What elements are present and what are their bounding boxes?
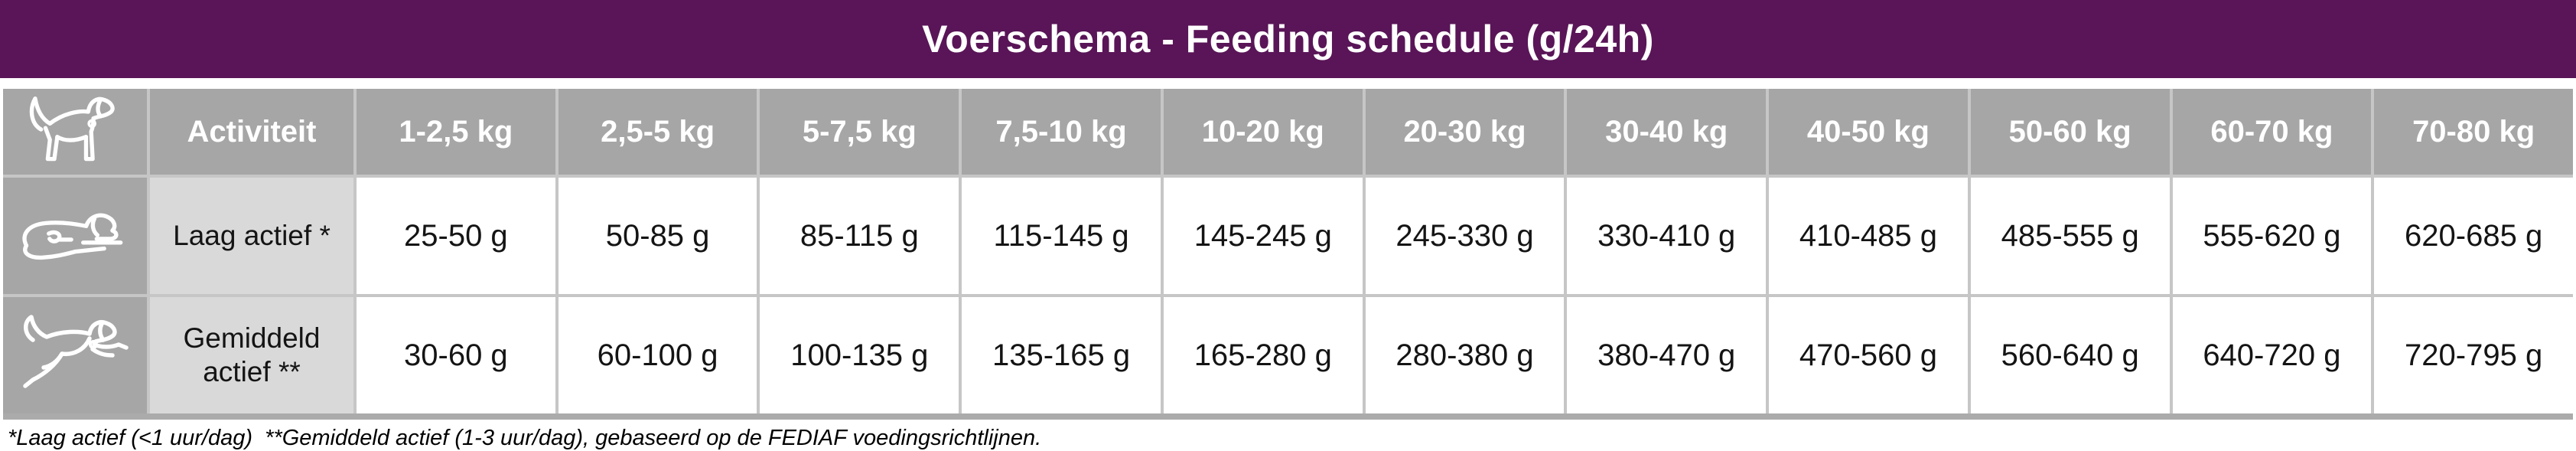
feeding-amount-cell: 85-115 g <box>760 178 959 294</box>
column-header-weight: 50-60 kg <box>1970 89 2170 175</box>
feeding-amount-cell: 50-85 g <box>558 178 757 294</box>
standing-dog-icon <box>29 96 115 162</box>
feeding-amount-cell: 620-685 g <box>2374 178 2573 294</box>
running-dog-icon <box>23 315 129 388</box>
feeding-amount-cell: 280-380 g <box>1365 297 1565 413</box>
column-header-activity: Activiteit <box>150 89 353 175</box>
feeding-amount-cell: 640-720 g <box>2172 297 2372 413</box>
feeding-amount-cell: 165-280 g <box>1163 297 1363 413</box>
feeding-amount-cell: 330-410 g <box>1567 178 1767 294</box>
feeding-amount-cell: 245-330 g <box>1365 178 1565 294</box>
table-title-bar: Voerschema - Feeding schedule (g/24h) <box>0 0 2576 78</box>
feeding-amount-cell: 555-620 g <box>2172 178 2372 294</box>
column-header-weight: 40-50 kg <box>1769 89 1968 175</box>
feeding-amount-cell: 410-485 g <box>1769 178 1968 294</box>
row-icon-cell <box>3 297 147 413</box>
column-header-weight: 1-2,5 kg <box>357 89 555 175</box>
feeding-amount-cell: 25-50 g <box>357 178 555 294</box>
lying-dog-icon <box>22 213 123 260</box>
column-header-weight: 60-70 kg <box>2172 89 2372 175</box>
feeding-schedule-table: Activiteit 1-2,5 kg 2,5-5 kg 5-7,5 kg 7,… <box>3 89 2573 420</box>
feeding-amount-cell: 30-60 g <box>357 297 555 413</box>
feeding-amount-cell: 470-560 g <box>1769 297 1968 413</box>
feeding-amount-cell: 485-555 g <box>1970 178 2170 294</box>
corner-cell <box>3 89 147 175</box>
row-icon-cell <box>3 178 147 294</box>
title-table-divider <box>0 78 2576 89</box>
feeding-amount-cell: 720-795 g <box>2374 297 2573 413</box>
table-title: Voerschema - Feeding schedule (g/24h) <box>922 18 1654 60</box>
feeding-amount-cell: 60-100 g <box>558 297 757 413</box>
feeding-amount-cell: 380-470 g <box>1567 297 1767 413</box>
column-header-weight: 30-40 kg <box>1567 89 1767 175</box>
feeding-amount-cell: 100-135 g <box>760 297 959 413</box>
column-header-weight: 20-30 kg <box>1365 89 1565 175</box>
row-label-medium-active: Gemiddeld actief ** <box>150 297 353 413</box>
row-label-low-active: Laag actief * <box>150 178 353 294</box>
column-header-weight: 10-20 kg <box>1163 89 1363 175</box>
feeding-amount-cell: 145-245 g <box>1163 178 1363 294</box>
column-header-weight: 5-7,5 kg <box>760 89 959 175</box>
feeding-amount-cell: 135-165 g <box>962 297 1161 413</box>
feeding-amount-cell: 115-145 g <box>962 178 1161 294</box>
feeding-amount-cell: 560-640 g <box>1970 297 2170 413</box>
column-header-weight: 2,5-5 kg <box>558 89 757 175</box>
column-header-weight: 70-80 kg <box>2374 89 2573 175</box>
footnote: *Laag actief (<1 uur/dag) **Gemiddeld ac… <box>8 426 1042 450</box>
column-header-weight: 7,5-10 kg <box>962 89 1161 175</box>
